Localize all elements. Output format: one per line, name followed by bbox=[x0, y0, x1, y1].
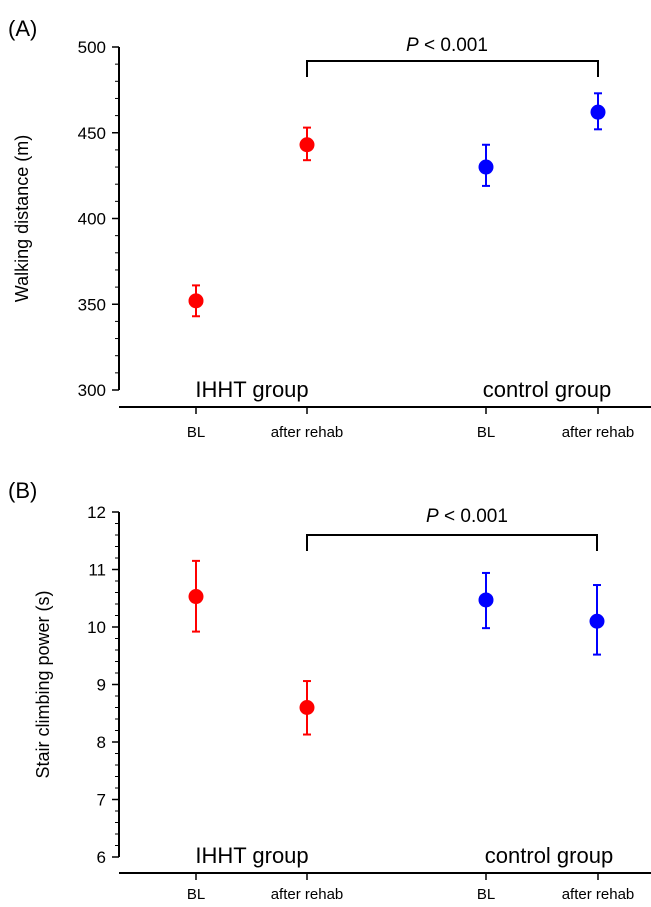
significance-label: P < 0.001 bbox=[426, 506, 508, 527]
data-point bbox=[589, 613, 605, 629]
y-axis-label: Stair climbing power (s) bbox=[33, 590, 53, 778]
data-point bbox=[299, 137, 315, 153]
chart-panel: (A) 300 350 400 450 500 Walking distance (m) BL… bbox=[8, 16, 651, 441]
data-point bbox=[478, 592, 494, 608]
x-tick-label: after rehab bbox=[271, 424, 344, 441]
data-point bbox=[299, 700, 315, 715]
x-tick-label: BL bbox=[477, 424, 495, 441]
data-point bbox=[188, 589, 204, 605]
x-tick-label: after rehab bbox=[562, 886, 635, 902]
chart-panel: (B) 6 7 8 9 10 11 12 Stair climbing power (s) BL a… bbox=[8, 478, 651, 903]
x-tick-label: BL bbox=[477, 886, 495, 902]
significance-bracket bbox=[306, 534, 598, 551]
group-label: IHHT group bbox=[195, 377, 308, 402]
y-tick-label: 400 bbox=[78, 210, 106, 229]
y-tick-label: 12 bbox=[87, 503, 106, 522]
significance-label: P < 0.001 bbox=[406, 35, 488, 56]
group-label: control group bbox=[483, 377, 611, 402]
panel-label: (A) bbox=[8, 16, 37, 41]
data-point bbox=[478, 159, 494, 175]
data-point bbox=[188, 293, 204, 309]
y-tick-label: 11 bbox=[88, 561, 106, 580]
y-tick-label: 8 bbox=[97, 733, 106, 752]
group-label: IHHT group bbox=[195, 843, 308, 868]
y-tick-label: 300 bbox=[78, 381, 106, 400]
y-tick-label: 450 bbox=[78, 124, 106, 143]
y-tick-label: 350 bbox=[78, 295, 106, 314]
y-tick-label: 10 bbox=[87, 618, 106, 637]
x-tick-label: BL bbox=[187, 424, 205, 441]
y-tick-label: 7 bbox=[97, 791, 106, 810]
y-tick-label: 500 bbox=[78, 38, 106, 57]
y-tick-label: 6 bbox=[97, 848, 106, 867]
group-label: control group bbox=[485, 843, 613, 868]
x-tick-label: after rehab bbox=[562, 424, 635, 441]
data-point bbox=[590, 104, 606, 120]
x-tick-label: BL bbox=[187, 886, 205, 902]
significance-bracket bbox=[306, 60, 599, 77]
y-axis-label: Walking distance (m) bbox=[12, 135, 32, 302]
y-tick-label: 9 bbox=[97, 676, 106, 695]
x-tick-label: after rehab bbox=[271, 886, 344, 902]
panel-label: (B) bbox=[8, 478, 37, 503]
